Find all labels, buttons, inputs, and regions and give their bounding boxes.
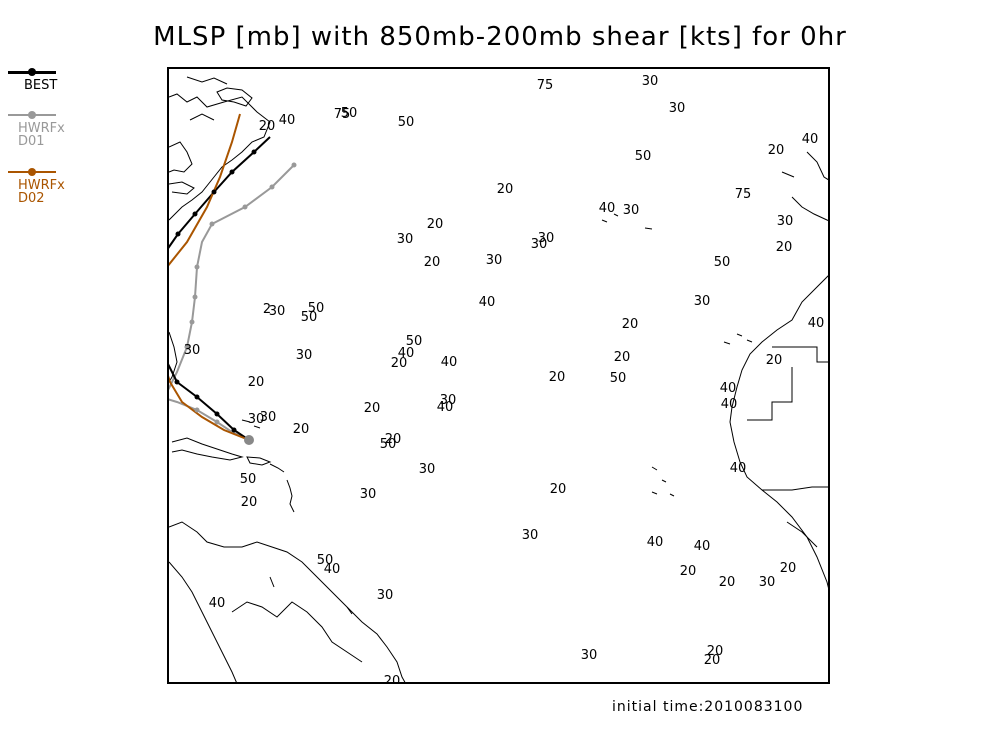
shear-value-label: 40 xyxy=(324,562,341,577)
shear-value-label: 30 xyxy=(440,393,457,408)
legend-d01-marker xyxy=(28,111,36,119)
shear-value-label: 20 xyxy=(241,495,258,510)
shear-value-label: 40 xyxy=(647,535,664,550)
shear-value-label: 40 xyxy=(730,461,747,476)
shear-value-label: 40 xyxy=(279,113,296,128)
shear-value-label: 20 xyxy=(768,143,785,158)
shear-value-label: 40 xyxy=(721,397,738,412)
track-hwrfx-d01 xyxy=(169,164,295,439)
shear-value-label: 40 xyxy=(808,316,825,331)
shear-value-label: 20 xyxy=(248,375,265,390)
legend-d02-label: HWRFx D02 xyxy=(18,178,65,206)
storm-tracks xyxy=(169,113,295,441)
shear-value-label: 30 xyxy=(360,487,377,502)
shear-value-label: 20 xyxy=(391,356,408,371)
shear-value-label: 30 xyxy=(522,528,539,543)
shear-value-label: 50 xyxy=(714,255,731,270)
shear-value-label: 30 xyxy=(260,410,277,425)
map-title: MLSP [mb] with 850mb-200mb shear [kts] f… xyxy=(153,22,847,52)
shear-value-label: 20 xyxy=(780,561,797,576)
shear-value-label: 50 xyxy=(406,334,423,349)
shear-value-label: 30 xyxy=(777,214,794,229)
shear-value-label: 30 xyxy=(538,231,555,246)
legend-best-label: BEST xyxy=(24,78,58,93)
shear-value-label: 30 xyxy=(184,343,201,358)
track-best xyxy=(169,136,271,441)
initial-time-label: initial time:2010083100 xyxy=(612,699,804,715)
shear-value-label: 50 xyxy=(301,310,318,325)
shear-value-label: 20 xyxy=(622,317,639,332)
shear-value-label: 20 xyxy=(680,564,697,579)
legend-d01-label: HWRFx D01 xyxy=(18,121,65,149)
shear-value-label: 50 xyxy=(317,553,334,568)
shear-value-label: 75 xyxy=(537,78,554,93)
shear-value-label: 20 xyxy=(385,432,402,447)
shear-value-label: 40 xyxy=(694,539,711,554)
shear-value-label: 50 xyxy=(240,472,257,487)
shear-value-label: 40 xyxy=(398,346,415,361)
shear-value-label: 20 xyxy=(427,217,444,232)
shear-value-label: 30 xyxy=(269,304,286,319)
shear-value-label: 30 xyxy=(377,588,394,603)
track-hwrfx-d02 xyxy=(169,113,250,441)
shear-value-label: 30 xyxy=(759,575,776,590)
shear-value-label: 20 xyxy=(384,674,401,684)
storm-position-marker xyxy=(244,435,254,445)
track-points xyxy=(174,149,297,445)
shear-value-label: 30 xyxy=(531,237,548,252)
shear-value-label: 20 xyxy=(364,401,381,416)
shear-value-label: 30 xyxy=(642,74,659,89)
shear-value-label: 30 xyxy=(623,203,640,218)
shear-value-label: 40 xyxy=(441,355,458,370)
shear-value-label: 20 xyxy=(707,644,724,659)
shear-value-label: 50 xyxy=(398,115,415,130)
shear-value-label: 50 xyxy=(380,437,397,452)
shear-value-label: 40 xyxy=(720,381,737,396)
shear-value-label: 30 xyxy=(397,232,414,247)
shear-value-label: 50 xyxy=(635,149,652,164)
shear-value-label: 20 xyxy=(497,182,514,197)
shear-value-label: 30 xyxy=(486,253,503,268)
shear-value-label: 2 xyxy=(263,302,271,317)
shear-value-label: 20 xyxy=(719,575,736,590)
shear-value-label: 40 xyxy=(479,295,496,310)
shear-value-label: 40 xyxy=(802,132,819,147)
map-panel: 75 30 50 30 20 40 75 50 50 20 40 20 75 40 30 30 20 30 30 30… xyxy=(167,67,830,684)
shear-value-label: 20 xyxy=(549,370,566,385)
shear-value-label: 40 xyxy=(599,201,616,216)
shear-value-label: 50 xyxy=(341,106,358,121)
shear-value-label: 20 xyxy=(550,482,567,497)
shear-value-label: 20 xyxy=(614,350,631,365)
shear-value-label: 40 xyxy=(209,596,226,611)
shear-value-label: 75 xyxy=(334,107,351,122)
shear-value-label: 30 xyxy=(669,101,686,116)
shear-value-label: 50 xyxy=(610,371,627,386)
shear-value-label: 20 xyxy=(424,255,441,270)
shear-value-label: 20 xyxy=(259,119,276,134)
shear-value-label: 30 xyxy=(248,412,265,427)
shear-value-label: 20 xyxy=(776,240,793,255)
shear-value-label: 30 xyxy=(694,294,711,309)
shear-value-label: 75 xyxy=(735,187,752,202)
legend-best-marker xyxy=(28,68,36,76)
shear-value-label: 20 xyxy=(293,422,310,437)
shear-value-label: 20 xyxy=(704,653,721,668)
shear-value-label: 30 xyxy=(419,462,436,477)
coastlines xyxy=(169,76,828,682)
legend-d02-marker xyxy=(28,168,36,176)
shear-value-label: 30 xyxy=(581,648,598,663)
shear-value-label: 30 xyxy=(296,348,313,363)
shear-value-label: 20 xyxy=(766,353,783,368)
shear-value-label: 40 xyxy=(437,400,454,415)
shear-value-label: 50 xyxy=(308,301,325,316)
